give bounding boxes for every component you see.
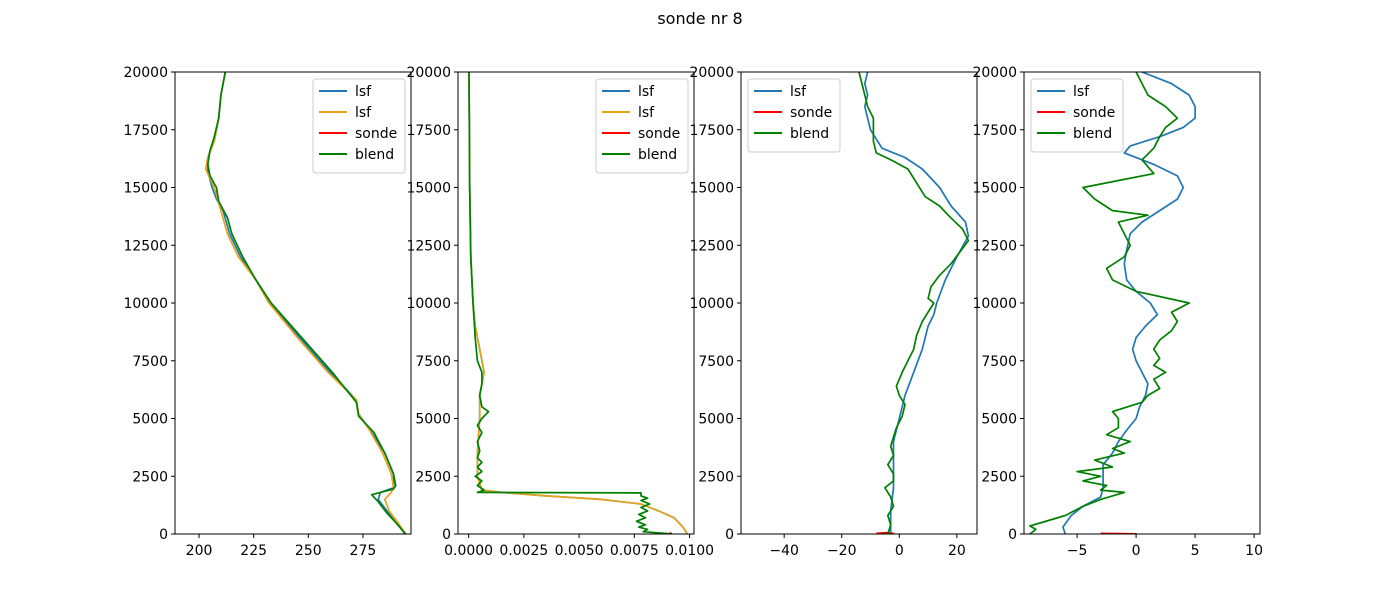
y-tick-label: 7500: [981, 354, 1017, 370]
y-tick-label: 12500: [689, 238, 734, 254]
x-tick-label: −5: [1067, 543, 1088, 559]
x-tick-label: 200: [186, 543, 213, 559]
x-tick-label: 0.0025: [499, 543, 548, 559]
x-tick-label: 0: [895, 543, 904, 559]
temperature-panel: 0 2500 5000 7500 10000 12500 15000 17500 20000 20…: [123, 65, 412, 559]
legend: lsf lsf sonde blend: [595, 78, 689, 174]
y-tick-label: 5000: [415, 412, 451, 428]
y-tick-label: 20000: [972, 65, 1017, 81]
y-tick-label: 5000: [981, 412, 1017, 428]
y-tick-label: 7500: [132, 354, 168, 370]
y-tick-label: 0: [1008, 527, 1017, 543]
y-tick-label: 10000: [972, 296, 1017, 312]
y-tick-label: 0: [159, 527, 168, 543]
legend-label: blend: [355, 147, 394, 163]
y-tick-label: 7500: [415, 354, 451, 370]
legend-label: sonde: [790, 105, 832, 121]
x-tick-label: 275: [350, 543, 377, 559]
x-tick-label: 225: [240, 543, 267, 559]
y-tick-label: 5000: [132, 412, 168, 428]
y-tick-label: 0: [442, 527, 451, 543]
y-tick-label: 15000: [689, 181, 734, 197]
legend-label: lsf: [790, 84, 807, 100]
y-tick-label: 2500: [698, 469, 734, 485]
legend-label: sonde: [355, 126, 397, 142]
humidity-panel: 0 2500 5000 7500 10000 12500 15000 17500 20000 0.…: [406, 65, 714, 559]
legend-box: [312, 78, 406, 174]
legend: lsf sonde blend: [747, 78, 841, 153]
legend-label: blend: [638, 147, 677, 163]
series-group: [468, 72, 689, 534]
series-line-blend-3: [206, 72, 407, 534]
series-line-lsf-1: [204, 72, 407, 534]
y-tick-label: 12500: [972, 238, 1017, 254]
legend-label: lsf: [355, 105, 372, 121]
u-wind-panel: 0 2500 5000 7500 10000 12500 15000 17500 20000 −4…: [689, 65, 978, 559]
y-tick-label: 15000: [406, 181, 451, 197]
x-tick-label: 10: [1245, 543, 1263, 559]
series-group: [858, 72, 970, 534]
y-tick-label: 2500: [981, 469, 1017, 485]
legend-label: sonde: [1073, 105, 1115, 121]
x-tick-label: 0: [1132, 543, 1141, 559]
legend: lsf lsf sonde blend: [312, 78, 406, 174]
y-tick-label: 5000: [698, 412, 734, 428]
x-tick-label: 250: [295, 543, 322, 559]
series-line-blend-3: [468, 72, 672, 534]
legend-label: lsf: [355, 84, 372, 100]
legend-label: blend: [1073, 126, 1112, 142]
y-tick-label: 12500: [123, 238, 168, 254]
legend-label: sonde: [638, 126, 680, 142]
y-tick-label: 7500: [698, 354, 734, 370]
v-wind-panel: 0 2500 5000 7500 10000 12500 15000 17500 20000 −5…: [972, 65, 1263, 559]
y-tick-label: 17500: [406, 123, 451, 139]
y-tick-label: 15000: [123, 181, 168, 197]
legend-label: blend: [790, 126, 829, 142]
legend-box: [595, 78, 689, 174]
series-line-lsf-0: [863, 72, 970, 534]
y-tick-label: 15000: [972, 181, 1017, 197]
y-tick-label: 20000: [123, 65, 168, 81]
y-tick-label: 20000: [689, 65, 734, 81]
y-tick-label: 17500: [689, 123, 734, 139]
x-tick-label: 0.0100: [665, 543, 714, 559]
y-tick-label: 17500: [123, 123, 168, 139]
x-tick-label: 5: [1191, 543, 1200, 559]
series-line-lsf-0: [1062, 72, 1196, 534]
legend: lsf sonde blend: [1030, 78, 1124, 153]
series-group: [204, 72, 407, 534]
x-tick-label: 0.0050: [555, 543, 604, 559]
figure-title: sonde nr 8: [657, 9, 743, 28]
x-tick-label: 0.0075: [610, 543, 659, 559]
legend-label: lsf: [1073, 84, 1090, 100]
x-tick-label: 0.0000: [444, 543, 493, 559]
y-tick-label: 10000: [406, 296, 451, 312]
y-tick-label: 17500: [972, 123, 1017, 139]
legend-label: lsf: [638, 84, 655, 100]
y-tick-label: 12500: [406, 238, 451, 254]
x-tick-label: −20: [827, 543, 857, 559]
y-tick-label: 2500: [415, 469, 451, 485]
series-line-blend-2: [858, 72, 970, 534]
series-line-blend-2: [1029, 72, 1191, 534]
y-tick-label: 0: [725, 527, 734, 543]
x-tick-label: 20: [948, 543, 966, 559]
y-tick-label: 10000: [689, 296, 734, 312]
y-tick-label: 20000: [406, 65, 451, 81]
legend-label: lsf: [638, 105, 655, 121]
x-tick-label: −40: [769, 543, 799, 559]
y-tick-label: 2500: [132, 469, 168, 485]
y-tick-label: 10000: [123, 296, 168, 312]
